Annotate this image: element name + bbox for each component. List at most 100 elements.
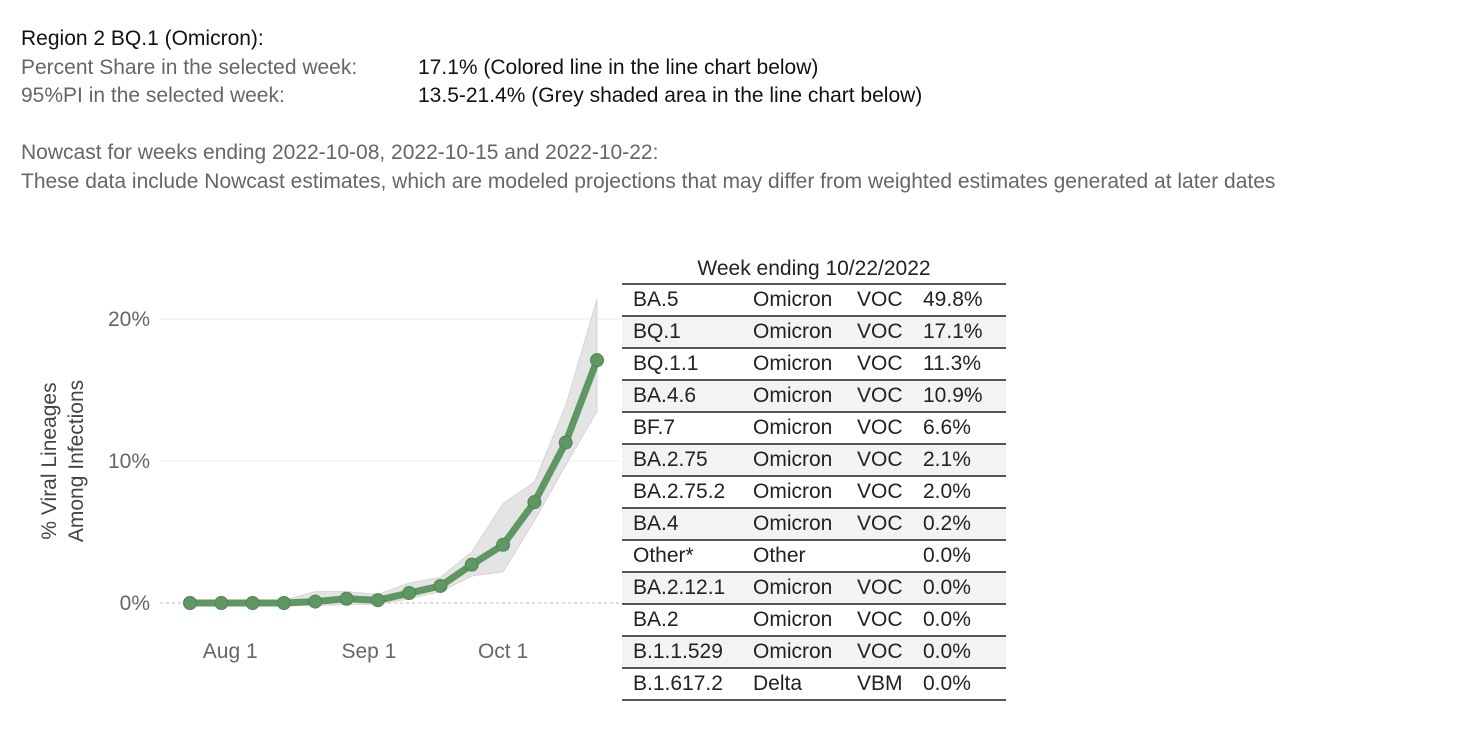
data-point [370, 593, 385, 608]
lineage-cell: BA.5 [633, 288, 679, 311]
table-row: B.1.1.529 Omicron VOC 0.0% [622, 637, 1006, 669]
lineage-cell: B.1.617.2 [633, 672, 723, 695]
lineage-cell: BF.7 [633, 416, 676, 439]
data-point [402, 586, 417, 601]
share-cell: 17.1% [923, 320, 983, 343]
table-row: B.1.617.2 Delta VBM 0.0% [622, 669, 1006, 701]
who-label-cell: Omicron [753, 480, 833, 503]
table-row: BA.5 Omicron VOC 49.8% [622, 285, 1006, 317]
who-label-cell: Omicron [753, 416, 833, 439]
lineage-cell: BQ.1.1 [633, 352, 699, 375]
variant-type-cell: VOC [857, 320, 903, 343]
variant-type-cell: VOC [857, 416, 903, 439]
table-row: BA.2.12.1 Omicron VOC 0.0% [622, 573, 1006, 605]
who-label-cell: Omicron [753, 640, 833, 663]
lineage-cell: B.1.1.529 [633, 640, 723, 663]
lineage-cell: BA.2.75.2 [633, 480, 726, 503]
table-row: BQ.1 Omicron VOC 17.1% [622, 317, 1006, 349]
data-point [245, 596, 260, 610]
pi-label: 95%PI in the selected week: [21, 84, 285, 107]
lineage-cell: Other* [633, 544, 694, 567]
data-point [590, 353, 604, 368]
variant-type-cell: VBM [857, 672, 903, 695]
data-point [214, 596, 229, 610]
x-tick-label: Aug 1 [203, 640, 258, 663]
y-tick-label: 20% [108, 308, 150, 331]
nowcast-weeks: Nowcast for weeks ending 2022-10-08, 202… [21, 141, 659, 164]
selection-info: Region 2 BQ.1 (Omicron): Percent Share i… [21, 25, 922, 111]
table-row: BA.4.6 Omicron VOC 10.9% [622, 381, 1006, 413]
prediction-interval-band [189, 298, 598, 607]
who-label-cell: Omicron [753, 384, 833, 407]
who-label-cell: Omicron [753, 512, 833, 535]
data-point [339, 591, 354, 606]
variant-type-cell: VOC [857, 480, 903, 503]
table-body: BA.5 Omicron VOC 49.8% BQ.1 Omicron VOC 17.1% BQ… [622, 285, 1006, 701]
lineage-cell: BQ.1 [633, 320, 681, 343]
data-point [433, 578, 448, 593]
y-axis-label: % Viral Lineages Among Infections [38, 380, 88, 542]
variant-type-cell: VOC [857, 608, 903, 631]
variant-type-cell [857, 541, 923, 571]
variant-type-cell: VOC [857, 448, 903, 471]
share-cell: 0.0% [923, 640, 971, 663]
table-row: BQ.1.1 Omicron VOC 11.3% [622, 349, 1006, 381]
data-point [496, 537, 511, 552]
data-point [183, 596, 197, 610]
who-label-cell: Omicron [753, 320, 833, 343]
nowcast-note: Nowcast for weeks ending 2022-10-08, 202… [21, 139, 1421, 196]
share-cell: 6.6% [923, 416, 971, 439]
share-value: 17.1% (Colored line in the line chart be… [418, 55, 819, 79]
table-row: BA.2.75 Omicron VOC 2.1% [622, 445, 1006, 477]
share-cell: 11.3% [923, 352, 981, 375]
nowcast-disclaimer: These data include Nowcast estimates, wh… [21, 169, 1276, 193]
share-cell: 10.9% [923, 384, 983, 407]
share-row: Percent Share in the selected week: 17.1%… [21, 54, 922, 83]
y-tick-label: 10% [108, 450, 150, 473]
data-point [527, 495, 542, 510]
line-chart: 0% 10% 20% Aug 1 Sep 1 Oct 1 % Viral Lineages A… [38, 298, 620, 663]
variant-type-cell: VOC [857, 384, 903, 407]
variant-type-cell: VOC [857, 576, 903, 599]
share-cell: 0.0% [923, 576, 971, 599]
share-cell: 49.8% [923, 288, 983, 311]
data-point [276, 596, 291, 610]
share-cell: 0.2% [923, 512, 971, 535]
variant-type-cell: VOC [857, 288, 903, 311]
data-point [558, 435, 573, 450]
table-row: BA.2.75.2 Omicron VOC 2.0% [622, 477, 1006, 509]
share-cell: 2.0% [923, 480, 971, 503]
who-label-cell: Omicron [753, 448, 833, 471]
share-cell: 0.0% [923, 672, 971, 695]
variant-type-cell: VOC [857, 352, 903, 375]
who-label-cell: Omicron [753, 608, 833, 631]
table-caption: Week ending 10/22/2022 [622, 254, 1006, 285]
who-label-cell: Omicron [753, 576, 833, 599]
variant-type-cell: VOC [857, 640, 903, 663]
lineage-cell: BA.4.6 [633, 384, 697, 407]
table-row: Other* Other 0.0% [622, 541, 1006, 573]
lineage-cell: BA.4 [633, 512, 679, 535]
pi-value: 13.5-21.4% (Grey shaded area in the line… [418, 84, 923, 107]
region-title: Region 2 BQ.1 (Omicron): [21, 27, 264, 50]
table-row: BF.7 Omicron VOC 6.6% [622, 413, 1006, 445]
data-point [308, 594, 323, 609]
lineage-cell: BA.2.12.1 [633, 576, 726, 599]
who-label-cell: Omicron [753, 288, 833, 311]
share-cell: 0.0% [923, 544, 971, 567]
share-cell: 2.1% [923, 448, 971, 471]
who-label-cell: Omicron [753, 352, 833, 375]
lineage-table: Week ending 10/22/2022 BA.5 Omicron VOC 49.… [622, 254, 1006, 701]
table-row: BA.2 Omicron VOC 0.0% [622, 605, 1006, 637]
who-label-cell: Delta [753, 672, 803, 695]
x-tick-label: Sep 1 [341, 640, 396, 663]
who-label-cell: Other [753, 544, 806, 567]
lineage-cell: BA.2 [633, 608, 679, 631]
pi-row: 95%PI in the selected week: 13.5-21.4% (G… [21, 82, 922, 111]
share-cell: 0.0% [923, 608, 971, 631]
lineage-cell: BA.2.75 [633, 448, 708, 471]
y-tick-label: 0% [120, 592, 150, 615]
variant-type-cell: VOC [857, 512, 903, 535]
x-tick-label: Oct 1 [478, 640, 528, 663]
share-label: Percent Share in the selected week: [21, 55, 358, 79]
